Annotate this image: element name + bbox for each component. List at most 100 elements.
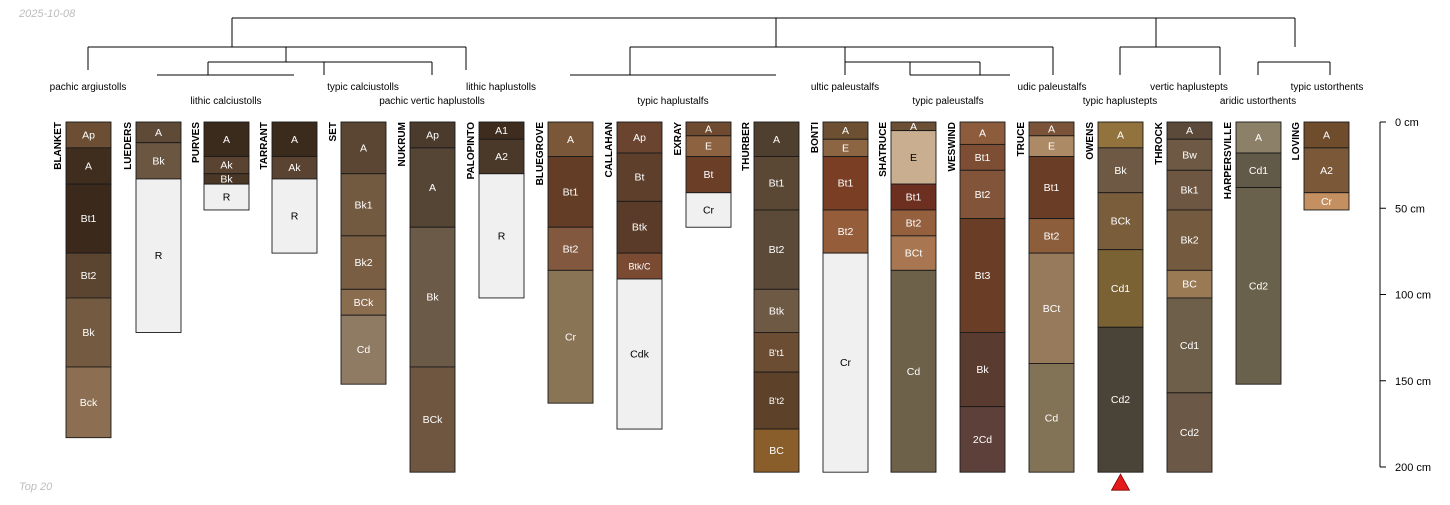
horizon-label: A <box>842 125 849 137</box>
horizon-blanket-5 <box>65 366 112 439</box>
profile-throck: A Bw Bk1 Bk2 BC Cd1 Cd2 THROCK <box>1154 121 1213 473</box>
horizon-label: A <box>155 127 162 139</box>
horizon-set-2 <box>340 235 387 290</box>
profile-name: LUEDERS <box>123 122 134 170</box>
footer-label: Top 20 <box>19 481 53 493</box>
horizon-label: E <box>842 142 849 154</box>
horizon-label: R <box>155 250 163 262</box>
profile-name: TARRANT <box>259 122 270 170</box>
horizon-label: Cd1 <box>1249 165 1268 177</box>
depth-tick-label: 150 cm <box>1395 376 1431 388</box>
profile-name: BLUEGROVE <box>535 122 546 186</box>
profile-weswind: A Bt1 Bt2 Bt3 Bk 2Cd WESWIND <box>947 121 1006 473</box>
horizon-throck-2 <box>1166 169 1213 211</box>
horizon-label: Bt1 <box>769 178 785 190</box>
horizon-bluegrove-1 <box>547 156 594 228</box>
profile-palopinto: A1 A2 R PALOPINTO <box>466 121 525 299</box>
horizon-nukrum-3 <box>409 366 456 473</box>
horizon-thurber-6 <box>753 428 800 473</box>
taxon-label: typic paleustalfs <box>912 96 983 107</box>
horizon-label: R <box>498 230 506 242</box>
horizon-loving-1 <box>1303 147 1350 194</box>
horizon-thurber-5 <box>753 371 800 430</box>
profile-harpersville: A Cd1 Cd2 HARPERSVILLE <box>1223 121 1282 385</box>
profile-name: THURBER <box>741 121 752 171</box>
depth-tick-label: 200 cm <box>1395 462 1431 474</box>
horizon-label: Cd2 <box>1249 280 1268 292</box>
horizon-callahan-4 <box>616 278 663 430</box>
horizon-label: Bt1 <box>563 186 579 198</box>
depth-tick-label: 100 cm <box>1395 290 1431 302</box>
profile-name: NUKRUM <box>397 122 408 166</box>
horizon-callahan-0 <box>616 121 663 154</box>
taxon-label: typic ustorthents <box>1291 82 1364 93</box>
horizon-bluegrove-3 <box>547 269 594 404</box>
horizon-label: Bt2 <box>975 189 991 201</box>
horizon-label: A <box>1117 129 1124 141</box>
horizon-label: Ap <box>82 129 95 141</box>
horizon-throck-1 <box>1166 138 1213 171</box>
horizon-label: A <box>910 121 917 133</box>
horizon-set-1 <box>340 173 387 237</box>
horizon-weswind-4 <box>959 332 1006 408</box>
horizon-label: B't1 <box>769 348 784 358</box>
horizon-set-4 <box>340 314 387 385</box>
horizon-label: Cd <box>907 366 921 378</box>
horizon-label: Cd1 <box>1111 283 1130 295</box>
horizon-label: Cr <box>565 331 577 343</box>
horizon-label: A <box>1048 123 1055 135</box>
profile-name: LOVING <box>1291 122 1302 161</box>
horizon-label: Bk <box>82 327 95 339</box>
profile-lueders: A Bk R LUEDERS <box>123 121 182 333</box>
horizon-bluegrove-0 <box>547 121 594 157</box>
horizon-nukrum-1 <box>409 147 456 228</box>
horizon-label: R <box>223 192 231 204</box>
profile-name: BLANKET <box>53 122 64 170</box>
profile-name: BONTI <box>810 122 821 153</box>
horizon-label: BCt <box>1043 303 1061 315</box>
horizon-truce-3 <box>1028 218 1075 254</box>
horizon-label: Btk <box>769 305 785 317</box>
horizon-label: A <box>223 134 230 146</box>
horizon-throck-5 <box>1166 297 1213 394</box>
horizon-label: Ap <box>633 132 646 144</box>
horizon-label: A <box>291 134 298 146</box>
horizon-exray-2 <box>685 156 732 194</box>
horizon-owens-3 <box>1097 249 1144 328</box>
profile-loving: A A2 Cr LOVING <box>1291 121 1350 211</box>
horizon-label: Bt1 <box>81 213 97 225</box>
horizon-harpersville-2 <box>1235 187 1282 385</box>
horizon-label: Bw <box>1182 149 1197 161</box>
horizon-truce-4 <box>1028 252 1075 364</box>
horizon-owens-2 <box>1097 192 1144 251</box>
horizon-truce-2 <box>1028 156 1075 220</box>
horizon-palopinto-2 <box>478 173 525 299</box>
horizon-lueders-1 <box>135 142 182 180</box>
horizon-label: Cr <box>1321 196 1333 208</box>
profile-name: HARPERSVILLE <box>1223 122 1234 200</box>
horizon-weswind-2 <box>959 169 1006 220</box>
horizon-callahan-1 <box>616 152 663 202</box>
horizon-label: Bk <box>1114 165 1127 177</box>
horizon-label: Ap <box>426 129 439 141</box>
depth-axis: 0 cm 50 cm 100 cm 150 cm 200 cm <box>1379 117 1431 474</box>
taxon-label: udic paleustalfs <box>1018 82 1087 93</box>
horizon-shatruce-3 <box>890 209 937 237</box>
taxon-label: typic haplustepts <box>1083 96 1158 107</box>
horizon-shatruce-4 <box>890 235 937 271</box>
horizon-label: BCt <box>905 248 923 260</box>
horizon-label: A <box>429 182 436 194</box>
horizon-weswind-5 <box>959 406 1006 473</box>
horizon-lueders-2 <box>135 178 182 333</box>
profile-tarrant: A Ak R TARRANT <box>259 121 318 254</box>
depth-tick-label: 0 cm <box>1395 117 1419 129</box>
horizon-label: B't2 <box>769 396 784 406</box>
horizon-label: Cdk <box>630 349 649 361</box>
profile-truce: AE Bt1 Bt2 BCt Cd TRUCE <box>1016 121 1075 473</box>
taxon-label: typic calciustolls <box>327 82 399 93</box>
horizon-tarrant-2 <box>271 178 318 254</box>
horizon-bluegrove-2 <box>547 226 594 271</box>
horizon-label: Bt1 <box>906 192 922 204</box>
taxon-label: lithic calciustolls <box>190 96 261 107</box>
